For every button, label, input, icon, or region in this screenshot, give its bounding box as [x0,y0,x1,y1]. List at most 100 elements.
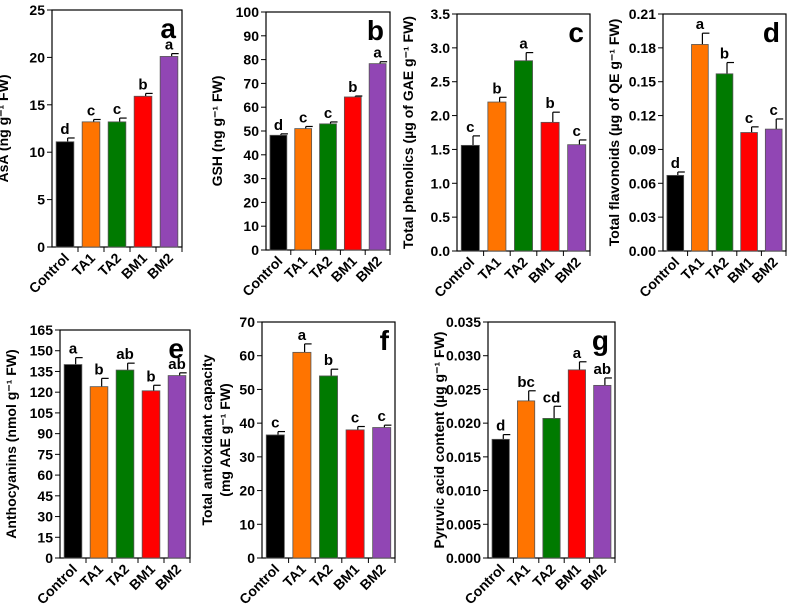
bar-control [491,438,510,559]
x-tick-label: Control [26,250,73,297]
significance-letter: c [299,109,307,126]
y-tick-label: 45 [37,488,53,504]
x-tick-label: BM1 [328,253,360,285]
significance-letter: c [378,408,386,425]
y-axis-label: Total phenolics (µg of GAE g⁻¹ FW) [400,16,416,249]
significance-letter: ab [116,346,134,363]
bar-control [63,364,83,559]
x-tick-label: BM2 [552,254,584,286]
y-tick-label: 0.06 [629,175,656,191]
y-tick-label: 10 [243,218,259,234]
y-tick-label: 70 [239,314,255,330]
y-tick-label: 10 [239,516,255,532]
y-tick-label: 75 [37,446,53,462]
panel-letter: e [168,333,184,364]
x-tick-label: TA1 [280,561,309,590]
bar-control [269,134,288,251]
y-tick-label: 25 [29,2,45,18]
y-tick-label: 1.5 [431,141,451,157]
significance-letter: c [770,102,778,119]
significance-letter: d [671,155,680,172]
bar-ta2 [514,60,533,252]
x-tick-label: BM2 [353,253,385,285]
bar-control [666,174,685,252]
y-tick-label: 50 [243,123,259,139]
x-tick-label: BM2 [749,254,781,286]
y-tick-label: 100 [236,4,260,20]
y-tick-label: 30 [243,171,259,187]
significance-letter: ab [594,361,612,378]
panel-letter: b [367,15,384,46]
panel-letter: c [568,17,584,48]
y-axis-label: AsA (ng g⁻¹ FW) [0,75,11,183]
bar-control [265,434,285,559]
y-tick-label: 0.00 [629,243,656,259]
bar-ta1 [292,351,312,559]
y-tick-label: 30 [37,509,53,525]
y-axis-label: Pyruvic acid content (µg g⁻¹ FW) [431,332,447,549]
significance-letter: b [348,79,357,96]
y-tick-label: 70 [243,75,259,91]
y-tick-label: 0.12 [629,108,656,124]
y-tick-label: 5 [37,192,45,208]
x-tick-label: BM2 [357,561,389,593]
significance-letter: a [165,37,174,54]
significance-letter: a [573,345,582,362]
y-tick-label: 3.5 [431,6,451,22]
significance-letter: d [274,117,283,134]
y-tick-label: 15 [37,529,53,545]
x-tick-label: BM1 [724,254,756,286]
significance-letter: b [324,352,333,369]
y-tick-label: 50 [239,381,255,397]
panel-letter: d [763,17,780,48]
y-tick-label: 0.21 [629,6,656,22]
x-tick-label: Control [636,254,683,301]
panel-e: 0 15 30 45 60 75 90 105 120 135 150 165 Anthocyanins… [3,322,191,608]
y-tick-label: 0 [251,242,259,258]
x-tick-label: TA2 [529,561,558,590]
y-tick-label: 0.025 [446,381,481,397]
panel-letter: f [380,325,390,356]
significance-letter: b [138,76,147,93]
x-tick-label: TA1 [77,561,106,590]
bar-ta2 [319,123,337,251]
y-axis-label: GSH (ng g⁻¹ FW) [209,76,225,187]
significance-letter: b [546,95,555,112]
y-tick-label: 135 [30,363,54,379]
y-tick-label: 0.000 [446,550,481,566]
panel-b: 0 10 20 30 40 50 60 70 80 90 100 GSH (ng g⁻¹ FW) b d C… [209,4,391,300]
bar-ta2 [115,369,135,559]
bar-bm2 [764,128,783,252]
x-tick-label: TA2 [95,250,124,279]
y-tick-label: 60 [37,467,53,483]
y-tick-label: 0.020 [446,415,481,431]
y-tick-label: 20 [239,483,255,499]
y-tick-label: 0.5 [431,209,451,225]
bar-control [55,141,75,248]
y-tick-label: 0.0 [431,243,451,259]
significance-letter: b [492,80,501,97]
significance-letter: c [573,123,581,140]
x-tick-label: Control [34,561,81,608]
y-tick-label: 20 [29,49,45,65]
bar-ta2 [319,375,338,559]
y-tick-label: 3.0 [431,40,451,56]
bar-ta1 [294,128,313,251]
x-tick-label: Control [236,561,283,608]
y-tick-label: 0 [37,239,45,255]
significance-letter: b [146,368,155,385]
bar-bm2 [372,427,392,559]
bar-ta2 [542,418,561,559]
significance-letter: cd [543,389,561,406]
significance-letter: d [496,418,505,435]
x-tick-label: Control [239,253,286,300]
bar-bm1 [133,95,153,248]
y-tick-label: 0.005 [446,516,481,532]
y-tick-label: 40 [243,147,259,163]
y-tick-label: 0.15 [629,74,656,90]
y-tick-label: 30 [239,449,255,465]
y-axis-label: Total antioxidant capacity [199,354,215,525]
y-tick-label: 2.5 [431,74,451,90]
